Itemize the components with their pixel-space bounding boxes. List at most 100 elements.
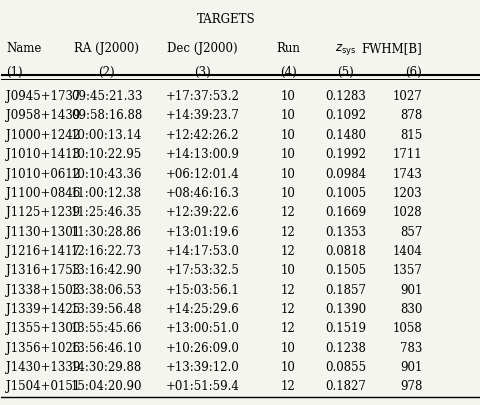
Text: 0.1005: 0.1005 — [324, 186, 365, 199]
Text: 978: 978 — [399, 379, 421, 392]
Text: +15:03:56.1: +15:03:56.1 — [165, 283, 239, 296]
Text: 11:25:46.35: 11:25:46.35 — [71, 206, 142, 219]
Text: 12: 12 — [280, 379, 295, 392]
Text: TARGETS: TARGETS — [196, 13, 255, 26]
Text: 0.0984: 0.0984 — [324, 167, 365, 180]
Text: 12: 12 — [280, 283, 295, 296]
Text: 1028: 1028 — [392, 206, 421, 219]
Text: 10: 10 — [280, 264, 295, 277]
Text: 0.0818: 0.0818 — [324, 244, 365, 257]
Text: +13:39:12.0: +13:39:12.0 — [165, 360, 239, 373]
Text: 0.1827: 0.1827 — [324, 379, 365, 392]
Text: J1355+1300: J1355+1300 — [6, 322, 80, 335]
Text: 1357: 1357 — [392, 264, 421, 277]
Text: 0.1283: 0.1283 — [324, 90, 365, 103]
Text: +08:46:16.3: +08:46:16.3 — [165, 186, 239, 199]
Text: 0.1353: 0.1353 — [324, 225, 365, 238]
Text: 0.1480: 0.1480 — [324, 128, 365, 141]
Text: 0.1857: 0.1857 — [324, 283, 365, 296]
Text: 13:38:06.53: 13:38:06.53 — [71, 283, 142, 296]
Text: 0.1992: 0.1992 — [324, 148, 365, 161]
Text: 878: 878 — [399, 109, 421, 122]
Text: J0958+1439: J0958+1439 — [6, 109, 80, 122]
Text: 830: 830 — [399, 302, 421, 315]
Text: J1504+0151: J1504+0151 — [6, 379, 80, 392]
Text: +13:00:51.0: +13:00:51.0 — [165, 322, 239, 335]
Text: +13:01:19.6: +13:01:19.6 — [165, 225, 239, 238]
Text: 0.0855: 0.0855 — [324, 360, 365, 373]
Text: J1000+1242: J1000+1242 — [6, 128, 80, 141]
Text: 857: 857 — [399, 225, 421, 238]
Text: +14:13:00.9: +14:13:00.9 — [165, 148, 239, 161]
Text: 901: 901 — [399, 360, 421, 373]
Text: 783: 783 — [399, 341, 421, 354]
Text: J1100+0846: J1100+0846 — [6, 186, 80, 199]
Text: J1338+1503: J1338+1503 — [6, 283, 80, 296]
Text: J1125+1239: J1125+1239 — [6, 206, 80, 219]
Text: J1130+1301: J1130+1301 — [6, 225, 80, 238]
Text: 13:56:46.10: 13:56:46.10 — [71, 341, 142, 354]
Text: 10: 10 — [280, 109, 295, 122]
Text: 10: 10 — [280, 90, 295, 103]
Text: 10: 10 — [280, 360, 295, 373]
Text: 1743: 1743 — [392, 167, 421, 180]
Text: 09:45:21.33: 09:45:21.33 — [71, 90, 142, 103]
Text: 10:00:13.14: 10:00:13.14 — [71, 128, 142, 141]
Text: 13:55:45.66: 13:55:45.66 — [71, 322, 142, 335]
Text: Dec (J2000): Dec (J2000) — [167, 42, 237, 55]
Text: 15:04:20.90: 15:04:20.90 — [71, 379, 142, 392]
Text: 0.1669: 0.1669 — [324, 206, 365, 219]
Text: 09:58:16.88: 09:58:16.88 — [71, 109, 142, 122]
Text: 0.1390: 0.1390 — [324, 302, 365, 315]
Text: (6): (6) — [405, 66, 421, 79]
Text: 10:10:22.95: 10:10:22.95 — [71, 148, 142, 161]
Text: 12: 12 — [280, 322, 295, 335]
Text: J0945+1737: J0945+1737 — [6, 90, 81, 103]
Text: 13:16:42.90: 13:16:42.90 — [71, 264, 142, 277]
Text: 901: 901 — [399, 283, 421, 296]
Text: J1316+1753: J1316+1753 — [6, 264, 80, 277]
Text: +01:51:59.4: +01:51:59.4 — [165, 379, 239, 392]
Text: 11:00:12.38: 11:00:12.38 — [71, 186, 142, 199]
Text: 0.1238: 0.1238 — [324, 341, 365, 354]
Text: +17:53:32.5: +17:53:32.5 — [165, 264, 239, 277]
Text: J1010+0612: J1010+0612 — [6, 167, 80, 180]
Text: 14:30:29.88: 14:30:29.88 — [71, 360, 142, 373]
Text: J1216+1417: J1216+1417 — [6, 244, 80, 257]
Text: 1404: 1404 — [392, 244, 421, 257]
Text: 815: 815 — [399, 128, 421, 141]
Text: Name: Name — [6, 42, 41, 55]
Text: 13:39:56.48: 13:39:56.48 — [71, 302, 142, 315]
Text: (2): (2) — [98, 66, 115, 79]
Text: (4): (4) — [279, 66, 296, 79]
Text: 1203: 1203 — [392, 186, 421, 199]
Text: 12:16:22.73: 12:16:22.73 — [71, 244, 142, 257]
Text: (3): (3) — [193, 66, 210, 79]
Text: +14:17:53.0: +14:17:53.0 — [165, 244, 239, 257]
Text: (5): (5) — [336, 66, 353, 79]
Text: +10:26:09.0: +10:26:09.0 — [165, 341, 239, 354]
Text: 10: 10 — [280, 128, 295, 141]
Text: Run: Run — [276, 42, 300, 55]
Text: J1339+1425: J1339+1425 — [6, 302, 80, 315]
Text: 10: 10 — [280, 167, 295, 180]
Text: 12: 12 — [280, 225, 295, 238]
Text: 11:30:28.86: 11:30:28.86 — [71, 225, 142, 238]
Text: 0.1505: 0.1505 — [324, 264, 365, 277]
Text: +12:39:22.6: +12:39:22.6 — [165, 206, 239, 219]
Text: 10: 10 — [280, 341, 295, 354]
Text: 1027: 1027 — [392, 90, 421, 103]
Text: +17:37:53.2: +17:37:53.2 — [165, 90, 239, 103]
Text: $z_{\rm sys}$: $z_{\rm sys}$ — [335, 42, 356, 57]
Text: +14:25:29.6: +14:25:29.6 — [165, 302, 239, 315]
Text: 0.1092: 0.1092 — [324, 109, 365, 122]
Text: +14:39:23.7: +14:39:23.7 — [165, 109, 239, 122]
Text: FWHM[B]: FWHM[B] — [361, 42, 421, 55]
Text: 10:10:43.36: 10:10:43.36 — [71, 167, 142, 180]
Text: 10: 10 — [280, 186, 295, 199]
Text: 10: 10 — [280, 148, 295, 161]
Text: J1430+1339: J1430+1339 — [6, 360, 80, 373]
Text: J1356+1026: J1356+1026 — [6, 341, 80, 354]
Text: (1): (1) — [6, 66, 23, 79]
Text: +06:12:01.4: +06:12:01.4 — [165, 167, 239, 180]
